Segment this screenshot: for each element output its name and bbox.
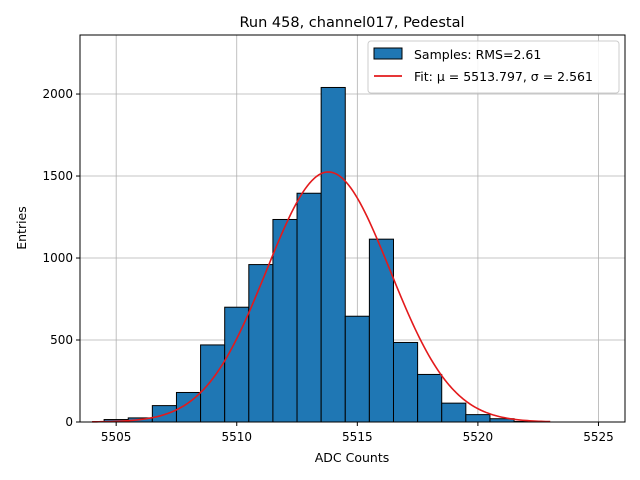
histogram-bar <box>272 218 298 423</box>
histogram-bar <box>344 315 370 423</box>
y-tick-label: 500 <box>50 333 73 347</box>
x-tick-label: 5525 <box>583 430 614 444</box>
y-tick-label: 0 <box>65 415 73 429</box>
histogram-bar <box>248 264 274 423</box>
x-tick-label: 5510 <box>221 430 252 444</box>
chart-title: Run 458, channel017, Pedestal <box>239 15 464 31</box>
legend-swatch-samples <box>373 47 403 60</box>
histogram-bar <box>392 341 419 423</box>
fit-curve <box>92 171 551 423</box>
legend-box <box>367 40 620 94</box>
bar-layer <box>103 86 539 423</box>
histogram-bar <box>417 373 443 423</box>
x-tick-label: 5515 <box>342 430 373 444</box>
legend: Samples: RMS=2.61 Fit: μ = 5513.797, σ =… <box>367 40 620 94</box>
x-tick-label: 5505 <box>101 430 132 444</box>
legend-label-fit: Fit: μ = 5513.797, σ = 2.561 <box>414 69 593 84</box>
histogram-bar <box>296 192 322 423</box>
y-tick-label: 2000 <box>42 87 73 101</box>
histogram-bar <box>441 402 467 423</box>
x-tick-label: 5520 <box>463 430 494 444</box>
histogram-bar <box>224 306 250 423</box>
fit-layer <box>92 171 551 423</box>
plot-area-frame <box>79 34 626 423</box>
x-axis-label: ADC Counts <box>315 450 390 465</box>
y-tick-label: 1500 <box>42 169 73 183</box>
y-axis-label: Entries <box>14 206 29 250</box>
histogram-bar <box>320 86 346 423</box>
histogram-bar <box>368 238 394 423</box>
legend-label-samples: Samples: RMS=2.61 <box>414 47 541 62</box>
histogram-bar <box>465 414 491 423</box>
histogram-bar <box>200 344 226 423</box>
y-tick-label: 1000 <box>42 251 73 265</box>
tick-layer: 5505 5510 5515 5520 5525 0 500 1000 1500 2000 <box>42 87 613 444</box>
